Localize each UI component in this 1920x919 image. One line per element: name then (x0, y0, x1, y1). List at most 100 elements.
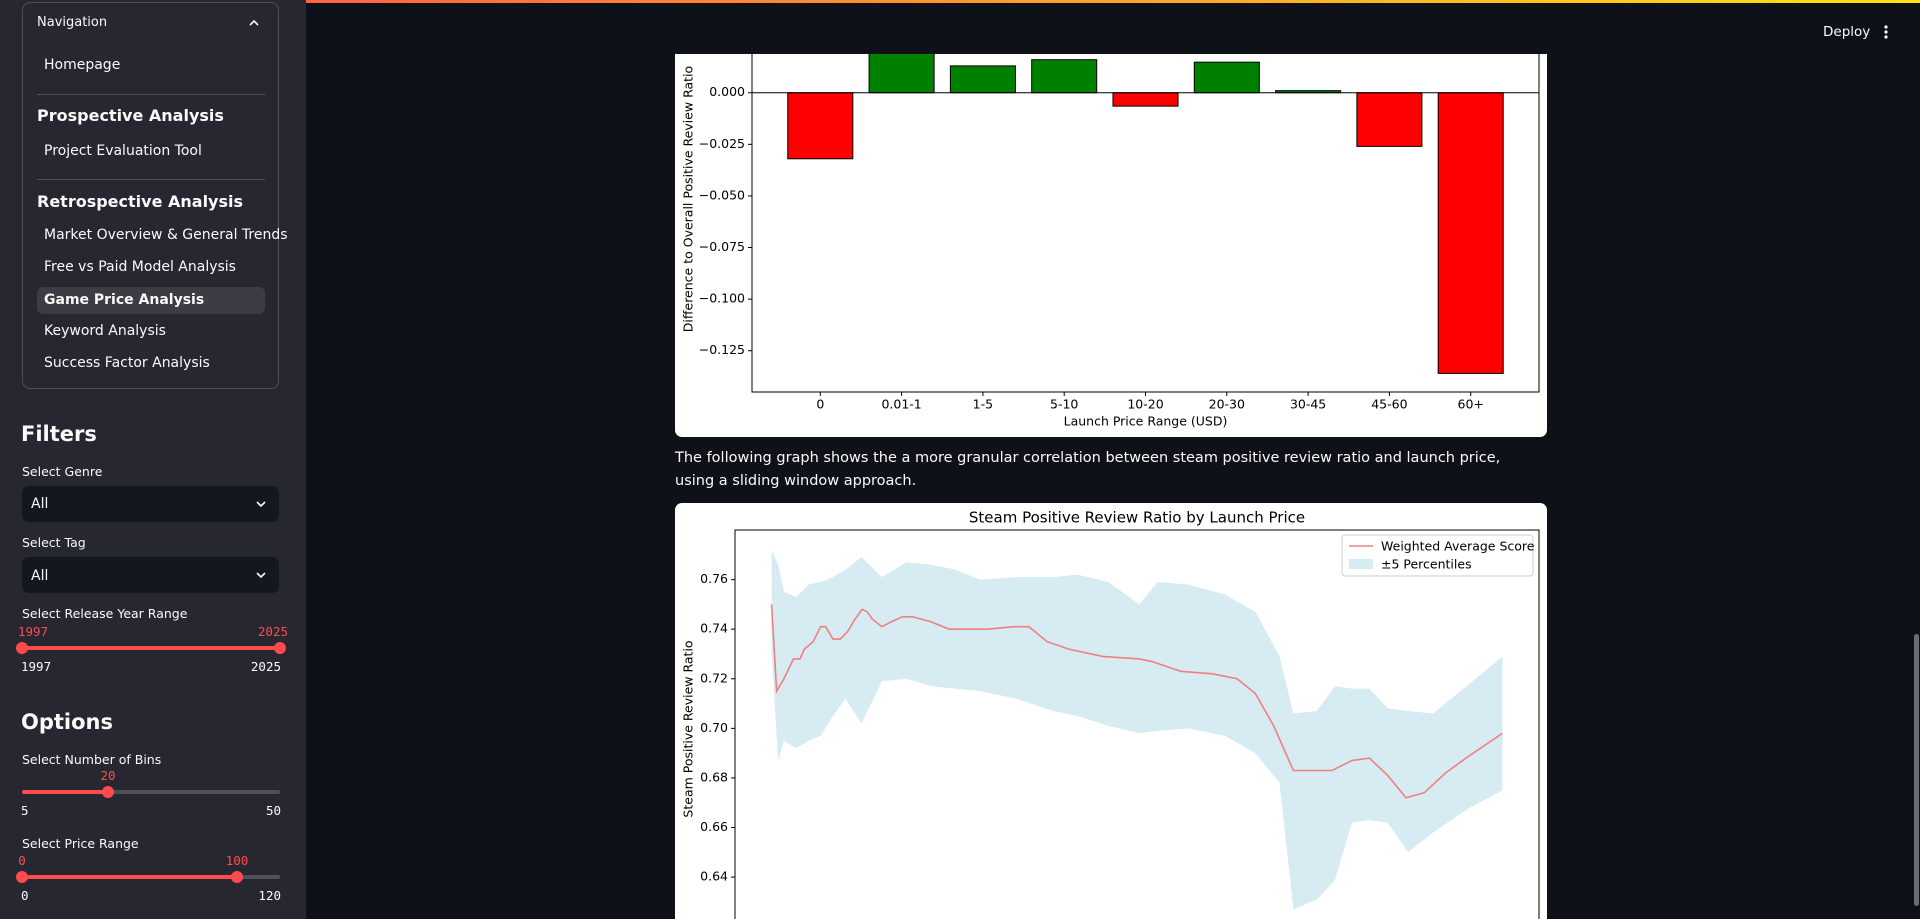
legend-patch (1349, 559, 1373, 569)
collapse-icon[interactable] (248, 17, 260, 29)
chart-card: Steam Positive Review Ratio by Launch Pr… (675, 503, 1547, 919)
paragraph: The following graph shows the a more gra… (675, 450, 1501, 489)
plot-frame (751, 54, 1540, 393)
line-series (770, 604, 1503, 799)
slider-max: 120 (258, 888, 281, 903)
bar (1112, 92, 1179, 107)
legend-label: Weighted Average Score (1381, 539, 1535, 554)
y-tick-label: 0.70 (700, 720, 728, 735)
slider-thumb[interactable] (102, 786, 114, 798)
navigation-box (22, 2, 279, 389)
line-chart: Steam Positive Review Ratio by Launch Pr… (681, 509, 1540, 919)
filters-heading: Filters (21, 422, 97, 446)
slider-fill (22, 646, 280, 650)
y-tick-label: 0.74 (700, 621, 728, 636)
bar (1031, 59, 1098, 94)
dropdown-icon[interactable] (255, 498, 267, 510)
options-heading: Options (21, 710, 113, 734)
field-label: Select Number of Bins (22, 752, 162, 767)
chart-card: 0 0.01-1 1-5 5-10 10-20 20-30 30-45 45-60 60+ 0.0… (675, 54, 1547, 437)
y-tick-label: −0.025 (699, 136, 745, 151)
nav-section: Retrospective Analysis (37, 192, 244, 211)
y-tick-label: 0.72 (700, 670, 728, 685)
bar (949, 65, 1016, 94)
y-tick-label: −0.100 (699, 291, 745, 306)
y-tick-label: 0.68 (700, 769, 728, 784)
x-tick-label: 30-45 (1290, 397, 1326, 412)
slider-thumb[interactable] (16, 871, 28, 883)
field-label: Select Genre (22, 464, 103, 479)
select-value: All (31, 496, 49, 512)
nav-link-active[interactable]: Game Price Analysis (44, 292, 205, 308)
x-tick-label: 45-60 (1371, 397, 1407, 412)
x-tick-label: 20-30 (1209, 397, 1245, 412)
slider-fill (22, 875, 237, 879)
select-value: All (31, 568, 49, 584)
nav-link[interactable]: Success Factor Analysis (44, 355, 210, 371)
slider-value: 100 (225, 853, 249, 868)
deploy-button[interactable]: Deploy (1823, 24, 1871, 40)
sidebar: Navigation Homepage Prospective Analysis… (0, 0, 306, 919)
top-decoration (0, 0, 1920, 3)
y-tick-label: 0.76 (700, 571, 728, 586)
percentile-band (771, 549, 1503, 910)
slider-track (22, 790, 280, 794)
nav-link[interactable]: Free vs Paid Model Analysis (44, 259, 236, 275)
slider-value: 1997 (18, 624, 49, 639)
y-tick-label: −0.075 (699, 239, 745, 254)
field-label: Select Release Year Range (22, 606, 188, 621)
legend-box (1341, 534, 1534, 577)
nav-link[interactable]: Market Overview & General Trends (44, 227, 288, 243)
nav-link[interactable]: Keyword Analysis (44, 323, 166, 339)
x-tick-label: 10-20 (1127, 397, 1163, 412)
nav-link[interactable]: Homepage (44, 57, 121, 73)
y-tick-label: −0.125 (699, 342, 745, 357)
slider-min: 0 (21, 888, 29, 903)
chart-title: Steam Positive Review Ratio by Launch Pr… (969, 509, 1305, 527)
legend-label: ±5 Percentiles (1381, 557, 1472, 572)
slider-max: 50 (265, 803, 281, 818)
slider-max: 2025 (250, 659, 281, 674)
x-tick-label: 1-5 (973, 397, 993, 412)
slider-thumb[interactable] (274, 642, 286, 654)
y-tick-label: 0.66 (700, 819, 728, 834)
dropdown-icon[interactable] (255, 569, 267, 581)
bar-chart: 0 0.01-1 1-5 5-10 10-20 20-30 30-45 45-60 60+ 0.0… (681, 54, 1540, 429)
active-highlight (37, 287, 265, 314)
x-tick-label: 0.01-1 (881, 397, 921, 412)
y-tick-label: 0.64 (700, 869, 728, 884)
nav-title[interactable]: Navigation (37, 15, 108, 30)
slider-thumb[interactable] (16, 642, 28, 654)
separator (37, 94, 265, 95)
x-tick-label: 60+ (1458, 397, 1484, 412)
field-label: Select Tag (22, 535, 86, 550)
slider-min: 1997 (21, 659, 52, 674)
nav-section: Prospective Analysis (37, 106, 224, 125)
menu-icon[interactable] (1880, 24, 1892, 40)
select-box[interactable] (22, 557, 279, 593)
bar (868, 54, 935, 94)
slider-value: 0 (18, 853, 26, 868)
bar (1356, 92, 1423, 147)
x-axis-label: Launch Price Range (USD) (1064, 414, 1228, 429)
slider-value: 2025 (257, 624, 288, 639)
nav-link[interactable]: Project Evaluation Tool (44, 143, 202, 159)
x-tick-label: 5-10 (1050, 397, 1078, 412)
bar (787, 92, 854, 160)
y-tick-label: −0.050 (699, 187, 745, 202)
select-box[interactable] (22, 486, 279, 522)
slider-thumb[interactable] (231, 871, 243, 883)
scrollbar-thumb[interactable] (1914, 634, 1919, 906)
y-axis-label: Difference to Overall Positive Review Ra… (681, 66, 696, 332)
slider-min: 5 (21, 803, 29, 818)
bar (1437, 92, 1504, 374)
x-tick-label: 0 (816, 397, 824, 412)
field-label: Select Price Range (22, 836, 139, 851)
separator (37, 179, 265, 180)
bar (1193, 61, 1260, 94)
y-axis-label: Steam Positive Review Ratio (681, 640, 696, 817)
y-tick-label: 0.000 (709, 84, 745, 99)
slider-fill (22, 790, 108, 794)
slider-value: 20 (100, 768, 116, 783)
